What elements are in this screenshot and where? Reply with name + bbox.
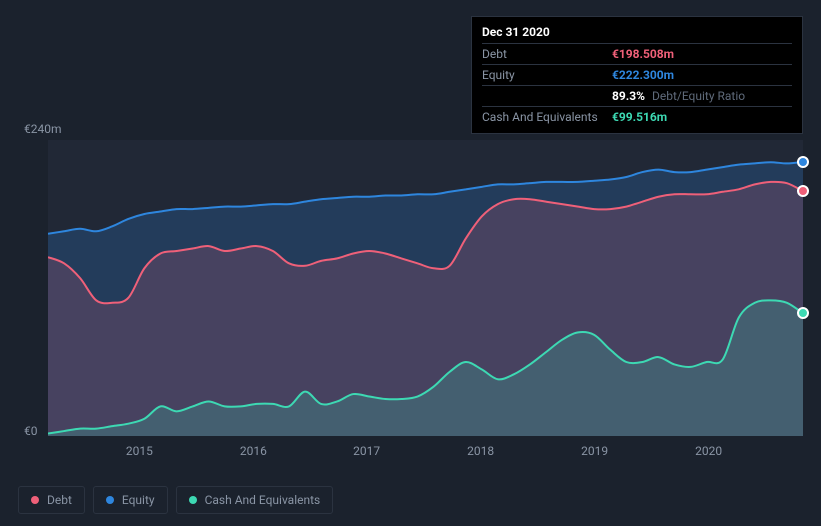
tooltip-row: Equity€222.300m bbox=[482, 64, 792, 85]
tooltip-date: Dec 31 2020 bbox=[482, 23, 792, 43]
legend-dot-icon bbox=[189, 496, 197, 504]
tooltip-value: €198.508m bbox=[612, 47, 674, 61]
legend-label: Debt bbox=[47, 493, 72, 507]
tooltip-row: Debt€198.508m bbox=[482, 43, 792, 64]
chart-svg bbox=[48, 140, 803, 436]
legend-item-debt[interactable]: Debt bbox=[18, 486, 85, 514]
legend-label: Equity bbox=[122, 493, 155, 507]
x-axis-label: 2017 bbox=[353, 444, 380, 458]
y-axis-min-label: €0 bbox=[24, 424, 38, 438]
tooltip-suffix: Debt/Equity Ratio bbox=[649, 89, 745, 103]
x-axis-label: 2018 bbox=[467, 444, 494, 458]
tooltip-value: 89.3% Debt/Equity Ratio bbox=[612, 89, 745, 103]
tooltip-label: Debt bbox=[482, 47, 612, 61]
legend-item-equity[interactable]: Equity bbox=[93, 486, 168, 514]
tooltip-row: Cash And Equivalents€99.516m bbox=[482, 106, 792, 127]
series-end-marker bbox=[797, 307, 809, 319]
series-end-marker bbox=[797, 185, 809, 197]
tooltip-label: Equity bbox=[482, 68, 612, 82]
legend-label: Cash And Equivalents bbox=[205, 493, 321, 507]
x-axis-label: 2016 bbox=[240, 444, 267, 458]
series-end-marker bbox=[797, 156, 809, 168]
tooltip-value: €99.516m bbox=[612, 110, 667, 124]
tooltip-label: Cash And Equivalents bbox=[482, 110, 612, 124]
chart-legend: Debt Equity Cash And Equivalents bbox=[18, 486, 333, 514]
legend-item-cash-and-equivalents[interactable]: Cash And Equivalents bbox=[176, 486, 334, 514]
x-axis-label: 2015 bbox=[126, 444, 153, 458]
legend-dot-icon bbox=[31, 496, 39, 504]
chart-plot-area[interactable] bbox=[48, 140, 803, 436]
legend-dot-icon bbox=[106, 496, 114, 504]
y-axis-max-label: €240m bbox=[24, 122, 62, 136]
x-axis-label: 2020 bbox=[695, 444, 722, 458]
tooltip-value: €222.300m bbox=[612, 68, 674, 82]
x-axis-label: 2019 bbox=[581, 444, 608, 458]
tooltip-row: 89.3% Debt/Equity Ratio bbox=[482, 85, 792, 106]
chart-tooltip: Dec 31 2020 Debt€198.508mEquity€222.300m… bbox=[471, 16, 803, 134]
